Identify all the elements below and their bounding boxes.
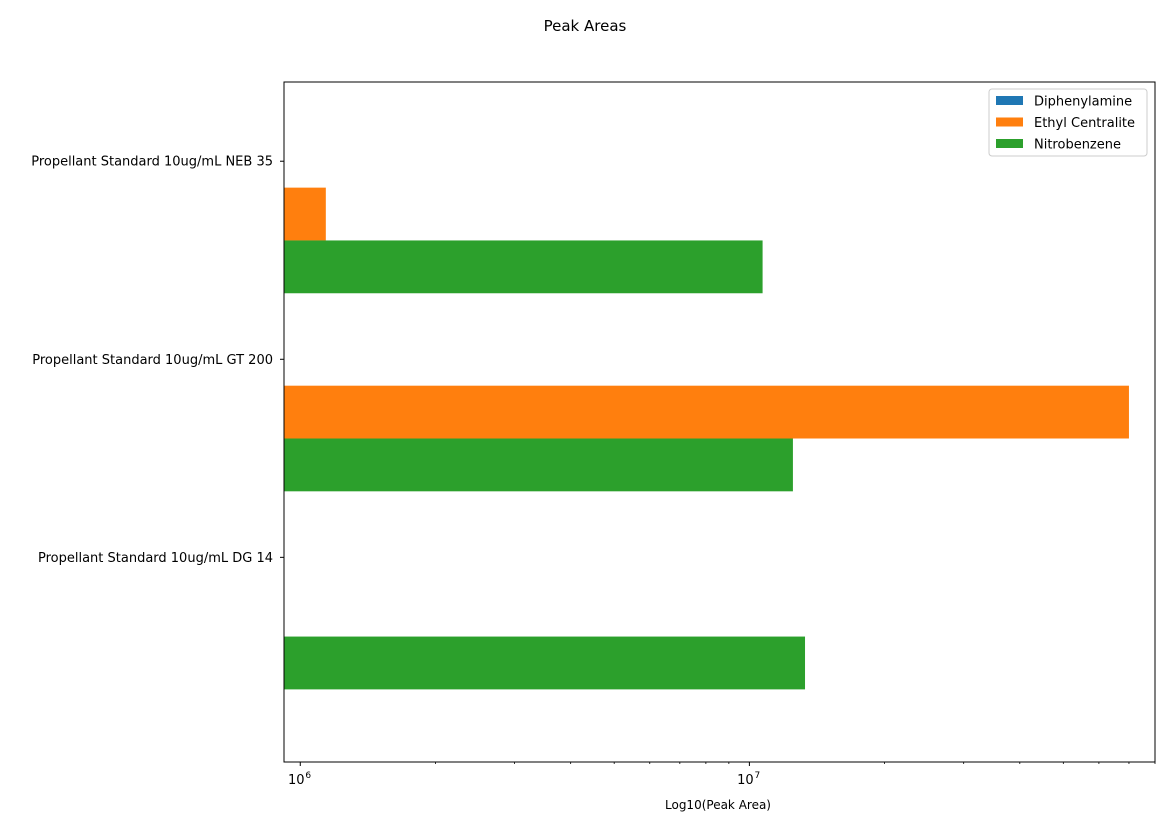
plot-frame — [283, 81, 1156, 763]
legend-label-ethyl-centralite: Ethyl Centralite — [1034, 116, 1135, 131]
legend-swatch-nitrobenzene — [996, 139, 1023, 148]
legend-label-nitrobenzene: Nitrobenzene — [1034, 138, 1121, 153]
y-tick-label: Propellant Standard 10ug/mL DG 14 — [38, 551, 273, 566]
legend-box — [988, 88, 1148, 157]
legend-label-diphenylamine: Diphenylamine — [1034, 95, 1132, 110]
bar-nitrobenzene-1 — [284, 438, 793, 492]
y-tick-label: Propellant Standard 10ug/mL GT 200 — [32, 353, 273, 368]
ticks-layer: Propellant Standard 10ug/mL NEB 35 Propel… — [31, 155, 1156, 788]
bars-layer — [284, 187, 1129, 690]
chart-title: Peak Areas — [544, 17, 627, 35]
x-tick-label: 10 — [288, 773, 305, 788]
x-tick-exponent: 7 — [755, 771, 761, 781]
x-axis-label: Log10(Peak Area) — [665, 798, 771, 812]
bar-ethyl-centralite-0 — [284, 187, 326, 241]
x-tick-exponent: 6 — [305, 771, 311, 781]
legend-items: Diphenylamine Ethyl Centralite Nitrobenzen… — [996, 95, 1135, 153]
legend-swatch-diphenylamine — [996, 96, 1023, 105]
legend: Diphenylamine Ethyl Centralite Nitrobenzen… — [988, 88, 1148, 157]
bar-nitrobenzene-0 — [284, 240, 763, 294]
y-tick-label: Propellant Standard 10ug/mL NEB 35 — [31, 155, 273, 170]
bar-ethyl-centralite-1 — [284, 385, 1129, 439]
bar-nitrobenzene-2 — [284, 636, 806, 690]
legend-swatch-ethyl-centralite — [996, 117, 1023, 127]
x-tick-label: 10 — [737, 773, 754, 788]
